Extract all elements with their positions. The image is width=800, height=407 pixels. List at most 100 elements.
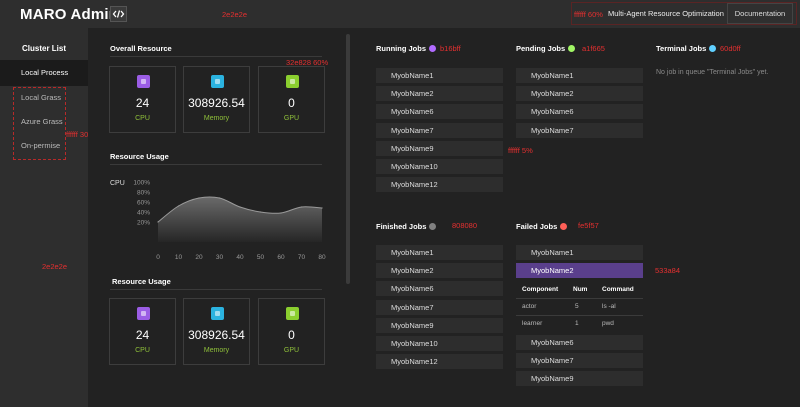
job-row[interactable]: MyobName7 <box>516 353 643 369</box>
cpu-usage-point <box>239 206 241 208</box>
usage-gpu-value: 0 <box>288 328 295 342</box>
table-cell: 1 <box>575 320 579 327</box>
x-tick-label: 40 <box>236 254 244 261</box>
code-icon[interactable] <box>110 6 127 22</box>
x-tick-label: 60 <box>277 254 285 261</box>
header-nav-outline <box>571 2 797 25</box>
color-annotation: a1f665 <box>582 44 605 53</box>
job-row[interactable]: MyobName9 <box>516 371 643 387</box>
job-row[interactable]: MyobName1 <box>376 245 503 260</box>
divider <box>516 315 643 316</box>
usage-memory-value: 308926.54 <box>188 328 245 342</box>
job-row[interactable]: MyobName12 <box>376 177 503 193</box>
divider <box>110 164 322 165</box>
y-tick-label: 60% <box>137 200 150 207</box>
pending-jobs-label: Pending Jobs <box>516 44 566 53</box>
usage-gpu-label: GPU <box>283 347 300 354</box>
pending-jobs-title: Pending Jobs <box>516 44 576 53</box>
table-cell: actor <box>522 303 537 310</box>
job-row[interactable]: MyobName6 <box>376 104 503 120</box>
sidebar: Cluster List Local Process Local Grass A… <box>0 28 88 407</box>
job-row[interactable]: MyobName1 <box>376 68 503 83</box>
overall-gpu-label: GPU <box>283 115 300 122</box>
job-row[interactable]: MyobName9 <box>376 140 503 156</box>
cpu-usage-point <box>218 197 221 199</box>
cpu-chip-icon <box>137 75 150 88</box>
terminal-jobs-label: Terminal Jobs <box>656 44 707 53</box>
finished-jobs-label: Finished Jobs <box>376 222 427 231</box>
failed-job-row-selected[interactable]: MyobName2 <box>516 263 643 278</box>
overall-cpu-card: 24 CPU <box>109 66 176 133</box>
running-jobs-label: Running Jobs <box>376 44 426 53</box>
job-row[interactable]: MyobName9 <box>376 317 503 333</box>
divider <box>110 289 322 290</box>
color-annotation: 808080 <box>452 221 478 230</box>
job-row[interactable]: MyobName6 <box>516 104 643 120</box>
job-row[interactable]: MyobName12 <box>376 354 503 370</box>
usage-cpu-card: 24 CPU <box>109 298 176 365</box>
x-tick-label: 30 <box>216 254 224 261</box>
terminal-status-dot-icon <box>709 45 717 52</box>
running-jobs-title: Running Jobs <box>376 44 436 53</box>
cpu-usage-point <box>321 207 323 209</box>
sidebar-item-local-grass[interactable]: Local Grass <box>21 93 62 102</box>
failed-jobs-label: Failed Jobs <box>516 222 558 231</box>
x-tick-label: 50 <box>257 254 265 261</box>
cpu-usage-point <box>259 211 262 213</box>
usage-memory-card: 308926.54 Memory <box>183 298 250 365</box>
job-row[interactable]: MyobName2 <box>516 86 643 102</box>
chart-series-label: CPU <box>110 180 125 187</box>
y-tick-label: 40% <box>137 210 150 217</box>
job-row[interactable]: MyobName7 <box>516 122 643 138</box>
memory-chip-icon <box>211 75 224 88</box>
usage-cpu-label: CPU <box>135 347 150 354</box>
y-tick-label: 80% <box>137 190 150 197</box>
documentation-button[interactable]: Documentation <box>727 3 793 24</box>
cpu-usage-area <box>158 196 322 242</box>
table-cell: ls -al <box>602 303 616 310</box>
sidebar-item-local-process[interactable]: Local Process <box>0 60 88 86</box>
terminal-jobs-title: Terminal Jobs <box>656 44 717 53</box>
failed-jobs-title: Failed Jobs <box>516 222 568 231</box>
job-row[interactable]: MyobName7 <box>376 299 503 315</box>
overall-memory-card: 308926.54 Memory <box>183 66 250 133</box>
cpu-usage-point <box>280 212 282 214</box>
job-row[interactable]: MyobName2 <box>376 263 503 279</box>
x-tick-label: 80 <box>318 254 326 261</box>
table-cell: pwd <box>602 320 614 327</box>
overall-gpu-value: 0 <box>288 96 295 110</box>
cpu-chip-icon <box>137 307 150 320</box>
header-title: Multi-Agent Resource Optimization <box>608 9 724 18</box>
x-tick-label: 0 <box>156 254 160 261</box>
sidebar-item-azure-grass[interactable]: Azure Grass <box>21 117 63 126</box>
job-row[interactable]: MyobName7 <box>376 122 503 138</box>
cpu-usage-point <box>300 206 303 208</box>
job-row[interactable]: MyobName6 <box>516 335 643 350</box>
job-row[interactable]: MyobName10 <box>376 336 503 351</box>
table-cell: 5 <box>575 303 579 310</box>
job-row[interactable]: MyobName1 <box>516 68 643 83</box>
gpu-chip-icon <box>286 307 299 320</box>
resource-scrollbar-thumb[interactable] <box>346 34 350 284</box>
failed-job-row[interactable]: MyobName1 <box>516 245 643 260</box>
y-tick-label: 20% <box>137 220 150 227</box>
cluster-list-title: Cluster List <box>22 44 67 53</box>
resource-usage-chart-title: Resource Usage <box>110 152 169 161</box>
app-logo[interactable]: MARO Admin <box>20 6 119 23</box>
overall-cpu-value: 24 <box>135 96 150 110</box>
resource-usage-chart-svg: CPU 100% 80% 60% 40% 20% 0 10 20 30 40 50 60 70 80 <box>110 180 326 262</box>
job-row[interactable]: MyobName10 <box>376 159 503 174</box>
resource-usage-title: Resource Usage <box>112 277 171 286</box>
divider <box>516 298 643 299</box>
y-tick-label: 100% <box>133 180 150 187</box>
overall-memory-label: Memory <box>203 115 230 122</box>
color-annotation: 32e828 60% <box>286 58 329 67</box>
sidebar-item-on-permise[interactable]: On-permise <box>21 141 61 150</box>
job-row[interactable]: MyobName2 <box>376 86 503 102</box>
cpu-usage-point <box>198 197 200 199</box>
usage-cpu-value: 24 <box>135 328 150 342</box>
job-row[interactable]: MyobName6 <box>376 281 503 297</box>
usage-gpu-card: 0 GPU <box>258 298 325 365</box>
overall-cpu-label: CPU <box>135 115 150 122</box>
finished-status-dot-icon <box>429 223 437 230</box>
